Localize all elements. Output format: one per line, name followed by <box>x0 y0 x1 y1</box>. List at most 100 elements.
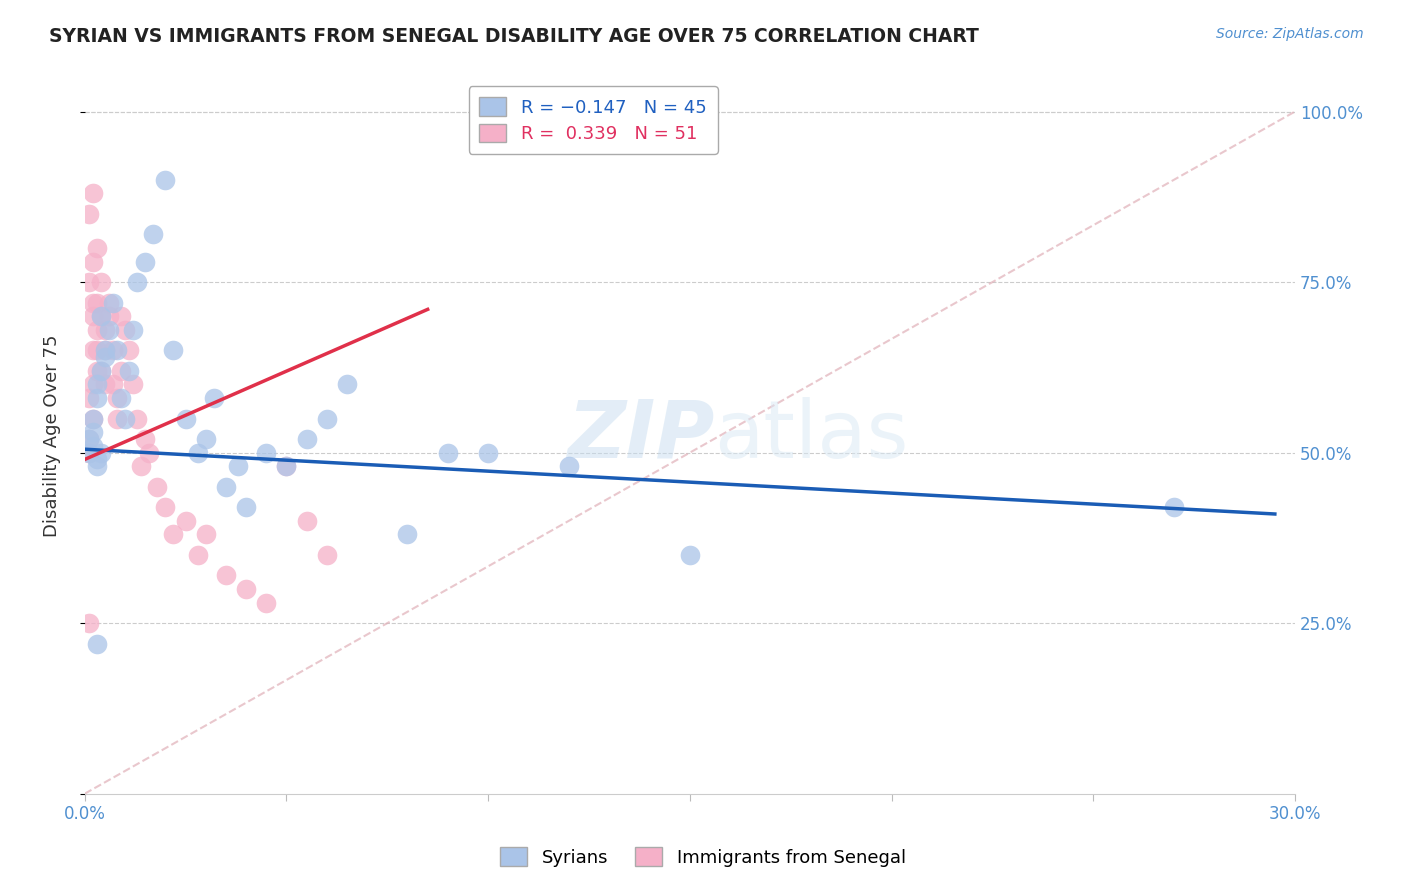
Point <box>129 459 152 474</box>
Point <box>101 377 124 392</box>
Point <box>295 514 318 528</box>
Text: Source: ZipAtlas.com: Source: ZipAtlas.com <box>1216 27 1364 41</box>
Point <box>254 445 277 459</box>
Point <box>97 309 120 323</box>
Point <box>77 275 100 289</box>
Point <box>679 548 702 562</box>
Point <box>122 323 145 337</box>
Point <box>105 391 128 405</box>
Point <box>82 309 104 323</box>
Point <box>86 241 108 255</box>
Point <box>90 275 112 289</box>
Point <box>82 254 104 268</box>
Point <box>174 411 197 425</box>
Point <box>118 364 141 378</box>
Point <box>90 309 112 323</box>
Point <box>295 432 318 446</box>
Point <box>194 527 217 541</box>
Point <box>101 295 124 310</box>
Point <box>77 207 100 221</box>
Point <box>77 616 100 631</box>
Point <box>127 275 149 289</box>
Point <box>437 445 460 459</box>
Point <box>215 568 238 582</box>
Point <box>276 459 298 474</box>
Point <box>94 350 117 364</box>
Point <box>77 432 100 446</box>
Point <box>97 295 120 310</box>
Legend: Syrians, Immigrants from Senegal: Syrians, Immigrants from Senegal <box>494 840 912 874</box>
Point <box>1163 500 1185 515</box>
Point <box>110 391 132 405</box>
Point <box>77 391 100 405</box>
Point <box>82 186 104 201</box>
Point <box>90 364 112 378</box>
Point <box>254 596 277 610</box>
Point <box>77 445 100 459</box>
Point <box>86 377 108 392</box>
Point <box>477 445 499 459</box>
Point <box>127 411 149 425</box>
Point <box>396 527 419 541</box>
Point <box>86 452 108 467</box>
Point <box>155 173 177 187</box>
Point <box>202 391 225 405</box>
Point <box>94 323 117 337</box>
Point <box>105 343 128 358</box>
Point <box>82 425 104 439</box>
Point <box>134 432 156 446</box>
Point <box>114 411 136 425</box>
Point <box>162 343 184 358</box>
Point <box>315 548 337 562</box>
Point <box>82 411 104 425</box>
Point <box>82 377 104 392</box>
Point <box>558 459 581 474</box>
Point <box>86 391 108 405</box>
Y-axis label: Disability Age Over 75: Disability Age Over 75 <box>44 334 60 537</box>
Point <box>82 343 104 358</box>
Point <box>90 364 112 378</box>
Point <box>86 637 108 651</box>
Point <box>142 227 165 242</box>
Point <box>187 445 209 459</box>
Text: ZIP: ZIP <box>567 397 714 475</box>
Point <box>276 459 298 474</box>
Point <box>110 309 132 323</box>
Point <box>82 411 104 425</box>
Point <box>86 364 108 378</box>
Point <box>336 377 359 392</box>
Point <box>90 309 112 323</box>
Point <box>215 480 238 494</box>
Point <box>86 343 108 358</box>
Point <box>235 582 257 596</box>
Point <box>235 500 257 515</box>
Point <box>90 445 112 459</box>
Point <box>101 343 124 358</box>
Point <box>110 364 132 378</box>
Point <box>187 548 209 562</box>
Legend: R = −0.147   N = 45, R =  0.339   N = 51: R = −0.147 N = 45, R = 0.339 N = 51 <box>468 87 717 154</box>
Point <box>94 343 117 358</box>
Point <box>138 445 160 459</box>
Point <box>162 527 184 541</box>
Point <box>134 254 156 268</box>
Point <box>155 500 177 515</box>
Point <box>194 432 217 446</box>
Point <box>315 411 337 425</box>
Point <box>82 295 104 310</box>
Point <box>77 445 100 459</box>
Point <box>114 323 136 337</box>
Point <box>97 323 120 337</box>
Point <box>226 459 249 474</box>
Point <box>174 514 197 528</box>
Point <box>146 480 169 494</box>
Point <box>122 377 145 392</box>
Point <box>86 323 108 337</box>
Point <box>77 432 100 446</box>
Text: SYRIAN VS IMMIGRANTS FROM SENEGAL DISABILITY AGE OVER 75 CORRELATION CHART: SYRIAN VS IMMIGRANTS FROM SENEGAL DISABI… <box>49 27 979 45</box>
Point <box>94 377 117 392</box>
Point <box>105 411 128 425</box>
Point <box>86 295 108 310</box>
Point <box>82 439 104 453</box>
Text: atlas: atlas <box>714 397 908 475</box>
